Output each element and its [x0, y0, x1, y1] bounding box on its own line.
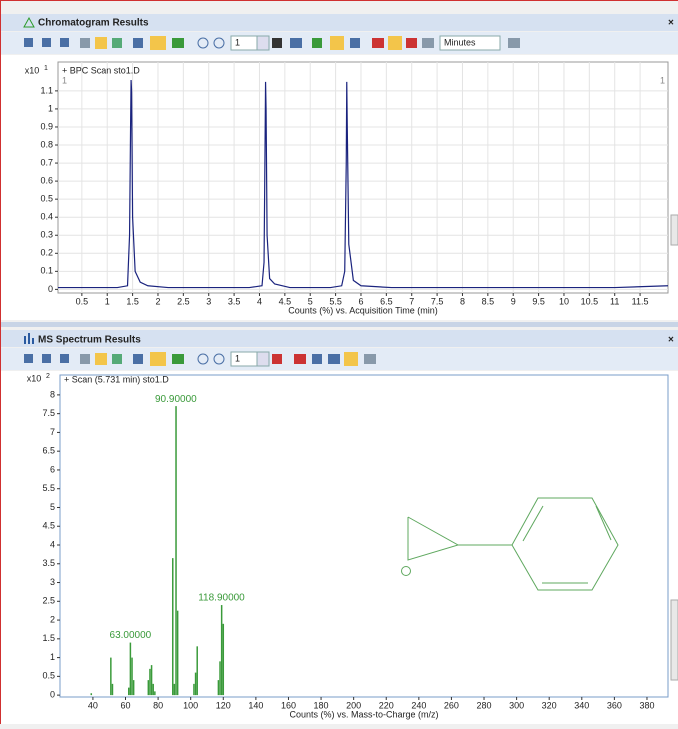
y-tick-label: 0.7	[40, 157, 53, 167]
x-tick-label: 8	[460, 296, 465, 306]
x-tick-label: 340	[574, 700, 589, 710]
y-tick-label: 2	[50, 614, 55, 624]
y-tick-label: 8	[50, 389, 55, 399]
y-tick-label: 6	[50, 464, 55, 474]
x-tick-label: 320	[542, 700, 557, 710]
step-value[interactable]: 1	[235, 37, 240, 47]
peak-label: 63.00000	[110, 630, 152, 641]
splitter[interactable]	[1, 322, 678, 327]
multiplier-base: x10	[25, 65, 40, 75]
y-tick-label: 1.1	[40, 85, 53, 95]
x-tick-label: 360	[607, 700, 622, 710]
corner-label: 1	[660, 75, 665, 85]
y-tick-label: 5	[50, 502, 55, 512]
x-tick-label: 3.5	[228, 296, 241, 306]
y-tick-label: 0.9	[40, 121, 53, 131]
y-tick-label: 0.6	[40, 175, 53, 185]
y-tick-label: 1	[48, 103, 53, 113]
x-tick-label: 10.5	[581, 296, 599, 306]
plot-title: + Scan (5.731 min) sto1.D	[64, 374, 169, 384]
x-axis-label: Counts (%) vs. Mass-to-Charge (m/z)	[289, 709, 438, 719]
x-tick-label: 0.5	[76, 296, 89, 306]
y-tick-label: 2.5	[42, 596, 55, 606]
peak-label: 90.90000	[155, 394, 197, 405]
x-tick-label: 140	[248, 700, 263, 710]
multiplier-exponent: 2	[46, 373, 50, 380]
y-tick-label: 0.3	[40, 230, 53, 240]
x-tick-label: 9.5	[532, 296, 545, 306]
y-tick-label: 5.5	[42, 483, 55, 493]
y-tick-label: 6.5	[42, 446, 55, 456]
dropdown-button[interactable]	[257, 352, 269, 366]
y-tick-label: 0.2	[40, 248, 53, 258]
y-tick-label: 3	[50, 577, 55, 587]
chart-area	[1, 55, 678, 320]
corner-label: 1	[62, 75, 67, 85]
y-tick-label: 7.5	[42, 408, 55, 418]
y-tick-label: 4	[50, 539, 55, 549]
x-tick-label: 260	[444, 700, 459, 710]
x-tick-label: 300	[509, 700, 524, 710]
plot-title: + BPC Scan sto1.D	[62, 65, 140, 75]
dropdown-button[interactable]	[257, 36, 269, 50]
y-tick-label: 0.5	[42, 671, 55, 681]
scrollbar[interactable]	[671, 215, 678, 245]
units-value[interactable]: Minutes	[444, 37, 476, 47]
close-button[interactable]: ×	[668, 335, 674, 346]
y-tick-label: 0.5	[40, 194, 53, 204]
multiplier-exponent: 1	[44, 65, 48, 72]
close-button[interactable]: ×	[668, 18, 674, 29]
y-tick-label: 0.4	[40, 212, 53, 222]
panel-title: Chromatogram Results	[38, 18, 149, 29]
x-tick-label: 1.5	[126, 296, 139, 306]
x-tick-label: 2.5	[177, 296, 190, 306]
x-tick-label: 280	[477, 700, 492, 710]
y-tick-label: 0.1	[40, 266, 53, 276]
x-tick-label: 3	[206, 296, 211, 306]
panel-title: MS Spectrum Results	[38, 335, 141, 346]
x-tick-label: 8.5	[482, 296, 495, 306]
x-tick-label: 1	[105, 296, 110, 306]
peak-label: 118.90000	[198, 593, 245, 604]
multiplier-base: x10	[27, 373, 42, 383]
y-tick-label: 3.5	[42, 558, 55, 568]
y-tick-label: 4.5	[42, 521, 55, 531]
x-tick-label: 380	[639, 700, 654, 710]
y-tick-label: 0.8	[40, 139, 53, 149]
x-axis-label: Counts (%) vs. Acquisition Time (min)	[288, 305, 438, 315]
y-tick-label: 0	[50, 689, 55, 699]
y-tick-label: 1	[50, 652, 55, 662]
y-tick-label: 1.5	[42, 633, 55, 643]
x-tick-label: 9	[511, 296, 516, 306]
x-tick-label: 2	[155, 296, 160, 306]
x-tick-label: 100	[183, 700, 198, 710]
x-tick-label: 10	[559, 296, 569, 306]
x-tick-label: 120	[216, 700, 231, 710]
x-tick-label: 80	[153, 700, 163, 710]
y-tick-label: 0	[48, 284, 53, 294]
chart-area	[1, 371, 678, 724]
scrollbar[interactable]	[671, 600, 678, 680]
step-value[interactable]: 1	[235, 353, 240, 363]
y-tick-label: 7	[50, 427, 55, 437]
x-tick-label: 4	[257, 296, 262, 306]
x-tick-label: 60	[121, 700, 131, 710]
x-tick-label: 11	[610, 296, 619, 306]
x-tick-label: 40	[88, 700, 98, 710]
x-tick-label: 11.5	[632, 296, 649, 306]
